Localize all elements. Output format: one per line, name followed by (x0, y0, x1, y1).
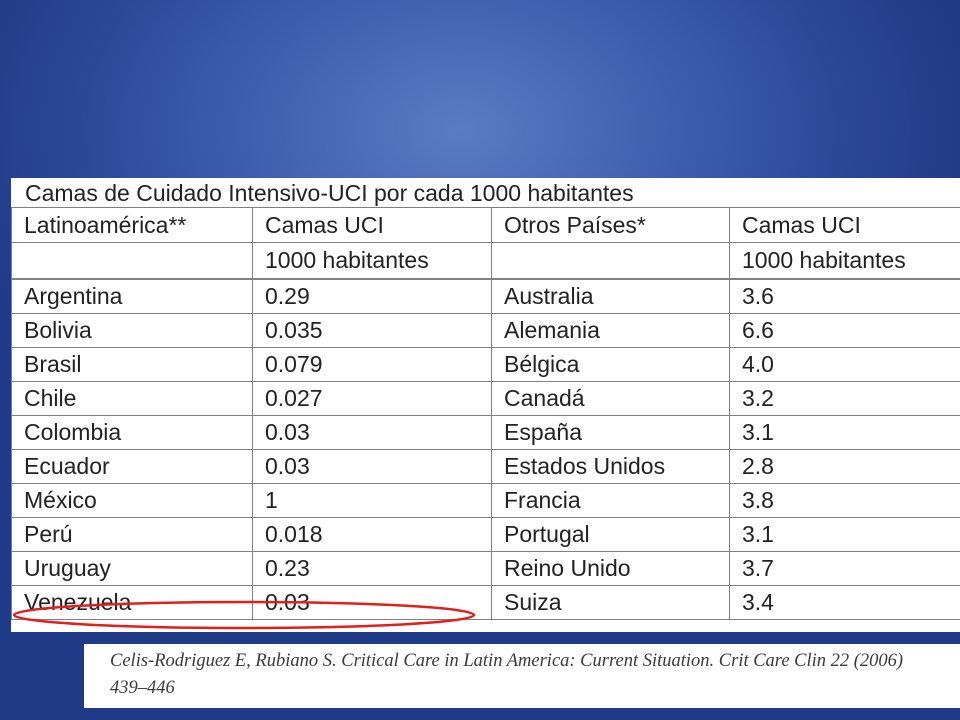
beds-value-cell: 0.03 (252, 585, 492, 620)
country-cell: Chile (11, 381, 253, 416)
beds-value-cell: 2.8 (729, 449, 960, 484)
citation-panel: Celis-Rodriguez E, Rubiano S. Critical C… (84, 644, 960, 708)
citation-text: Celis-Rodriguez E, Rubiano S. Critical C… (110, 651, 904, 698)
country-cell: Uruguay (11, 551, 253, 586)
beds-value-cell: 3.1 (729, 415, 960, 450)
country-cell: Ecuador (11, 449, 253, 484)
beds-value-cell: 6.6 (729, 313, 960, 348)
header-sub-empty-2 (491, 242, 730, 280)
header-latam-beds: Camas UCI (252, 207, 492, 243)
country-cell: Perú (11, 517, 253, 552)
country-cell: Alemania (491, 313, 730, 348)
table-row: Uruguay 0.23 Reino Unido 3.7 (11, 551, 960, 586)
beds-value-cell: 3.4 (729, 585, 960, 620)
country-cell: México (11, 483, 253, 518)
beds-value-cell: 0.079 (252, 347, 492, 382)
table-row: Argentina 0.29 Australia 3.6 (11, 278, 960, 314)
header-latam-beds-unit: 1000 habitantes (252, 242, 492, 280)
header-latam: Latinoamérica** (11, 207, 253, 243)
country-cell: Bélgica (491, 347, 730, 382)
country-cell: España (491, 415, 730, 450)
table-row: Perú 0.018 Portugal 3.1 (11, 517, 960, 552)
country-cell: Colombia (11, 415, 253, 450)
table-row: Ecuador 0.03 Estados Unidos 2.8 (11, 449, 960, 484)
beds-value-cell: 0.03 (252, 449, 492, 484)
country-cell: Brasil (11, 347, 253, 382)
header-other-beds-unit: 1000 habitantes (729, 242, 960, 280)
table-row: Chile 0.027 Canadá 3.2 (11, 381, 960, 416)
table-title: Camas de Cuidado Intensivo-UCI por cada … (25, 180, 634, 206)
icu-beds-table-panel: Camas de Cuidado Intensivo-UCI por cada … (11, 178, 960, 632)
beds-value-cell: 3.2 (729, 381, 960, 416)
table-row: Colombia 0.03 España 3.1 (11, 415, 960, 450)
beds-value-cell: 0.03 (252, 415, 492, 450)
country-cell: Canadá (491, 381, 730, 416)
beds-value-cell: 3.1 (729, 517, 960, 552)
table-row: Venezuela 0.03 Suiza 3.4 (11, 585, 960, 620)
icu-beds-table: Latinoamérica** Camas UCI Otros Países* … (11, 207, 960, 620)
beds-value-cell: 3.8 (729, 483, 960, 518)
beds-value-cell: 0.027 (252, 381, 492, 416)
country-cell: Australia (491, 278, 730, 314)
beds-value-cell: 0.29 (252, 278, 492, 314)
beds-value-cell: 4.0 (729, 347, 960, 382)
table-row: Brasil 0.079 Bélgica 4.0 (11, 347, 960, 382)
beds-value-cell: 0.23 (252, 551, 492, 586)
beds-value-cell: 0.035 (252, 313, 492, 348)
country-cell: Argentina (11, 278, 253, 314)
beds-value-cell: 3.7 (729, 551, 960, 586)
header-row: Latinoamérica** Camas UCI Otros Países* … (11, 207, 960, 243)
country-cell: Reino Unido (491, 551, 730, 586)
country-cell: Portugal (491, 517, 730, 552)
country-cell: Bolivia (11, 313, 253, 348)
beds-value-cell: 0.018 (252, 517, 492, 552)
table-row: México 1 Francia 3.8 (11, 483, 960, 518)
country-cell: Francia (491, 483, 730, 518)
beds-value-cell: 3.6 (729, 278, 960, 314)
country-cell: Venezuela (11, 585, 253, 620)
header-other-beds: Camas UCI (729, 207, 960, 243)
country-cell: Estados Unidos (491, 449, 730, 484)
beds-value-cell: 1 (252, 483, 492, 518)
header-other: Otros Países* (491, 207, 730, 243)
header-subrow: 1000 habitantes 1000 habitantes (11, 242, 960, 280)
header-sub-empty-1 (11, 242, 253, 280)
country-cell: Suiza (491, 585, 730, 620)
table-row: Bolivia 0.035 Alemania 6.6 (11, 313, 960, 348)
